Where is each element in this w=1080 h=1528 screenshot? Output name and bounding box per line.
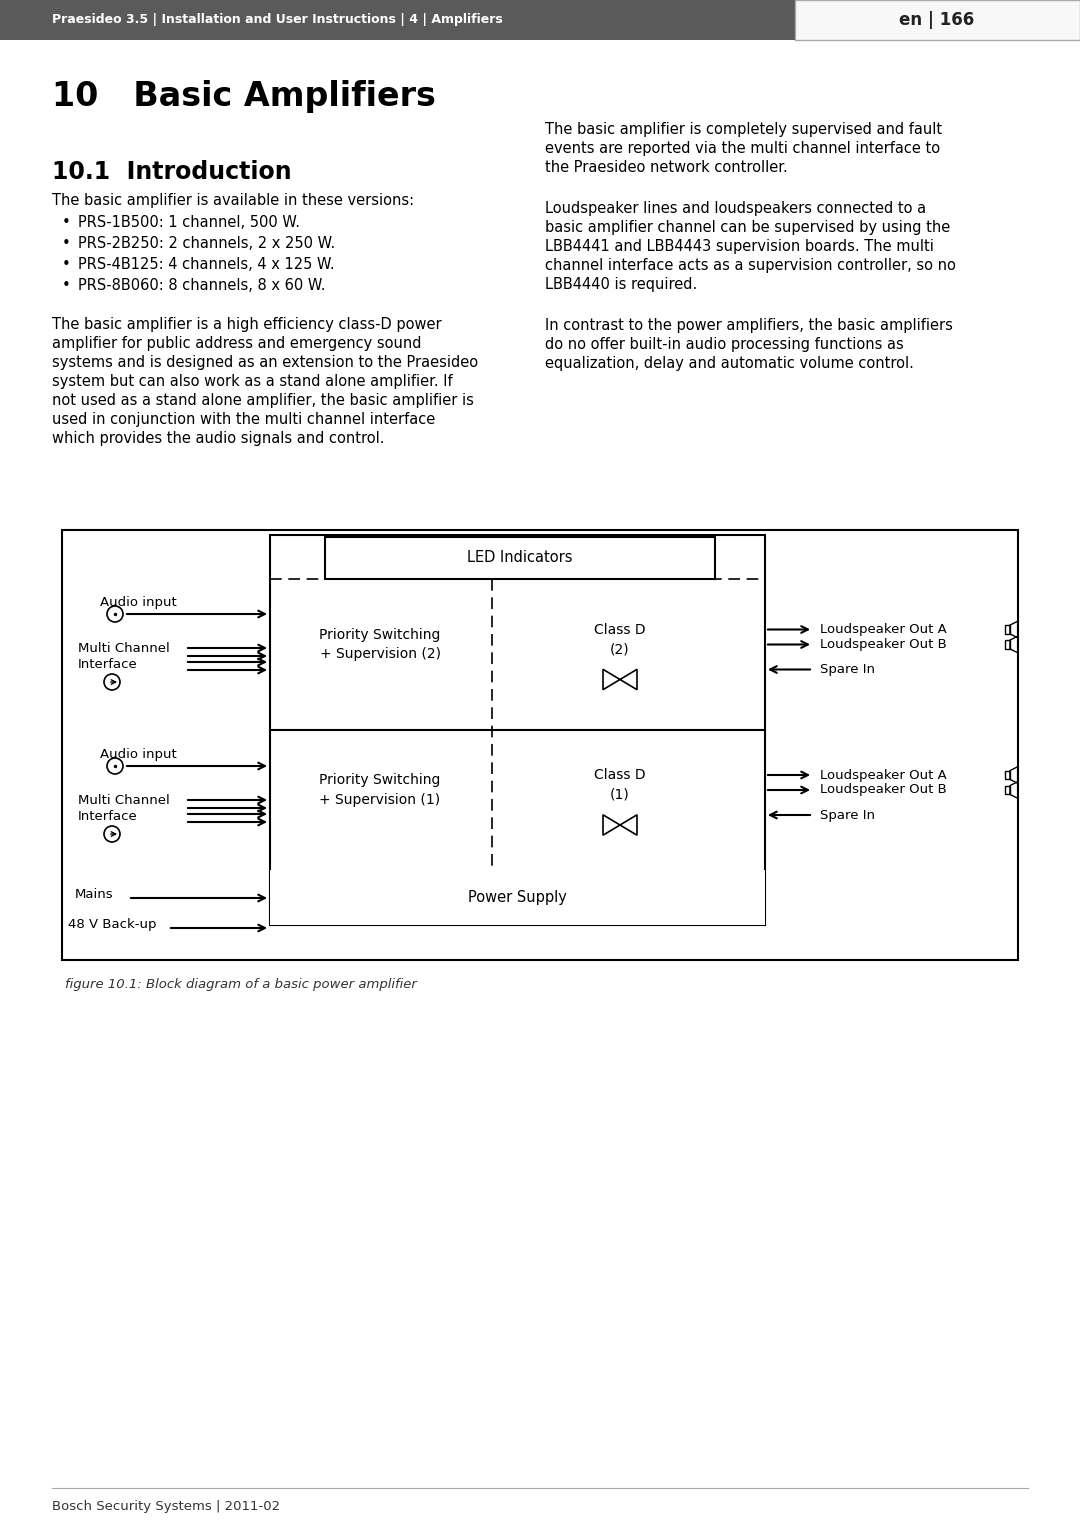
- Text: LBB4440 is required.: LBB4440 is required.: [545, 277, 698, 292]
- Text: amplifier for public address and emergency sound: amplifier for public address and emergen…: [52, 336, 421, 351]
- Text: figure 10.1: Block diagram of a basic power amplifier: figure 10.1: Block diagram of a basic po…: [65, 978, 417, 992]
- Text: do no offer built-in audio processing functions as: do no offer built-in audio processing fu…: [545, 338, 904, 351]
- Text: •: •: [62, 215, 71, 231]
- Text: 10.1  Introduction: 10.1 Introduction: [52, 160, 292, 183]
- Bar: [1005, 640, 1010, 649]
- Text: Priority Switching
+ Supervision (1): Priority Switching + Supervision (1): [320, 773, 441, 807]
- Text: Power Supply: Power Supply: [468, 889, 567, 905]
- Text: systems and is designed as an extension to the Praesideo: systems and is designed as an extension …: [52, 354, 478, 370]
- Text: PRS-2B250: 2 channels, 2 x 250 W.: PRS-2B250: 2 channels, 2 x 250 W.: [78, 235, 335, 251]
- Text: which provides the audio signals and control.: which provides the audio signals and con…: [52, 431, 384, 446]
- Text: system but can also work as a stand alone amplifier. If: system but can also work as a stand alon…: [52, 374, 453, 390]
- Text: •: •: [62, 257, 71, 272]
- Text: Priority Switching
+ Supervision (2): Priority Switching + Supervision (2): [320, 628, 441, 662]
- Text: LED Indicators: LED Indicators: [468, 550, 572, 565]
- Text: 48 V Back-up: 48 V Back-up: [68, 918, 157, 931]
- Text: the Praesideo network controller.: the Praesideo network controller.: [545, 160, 787, 176]
- Text: PRS-1B500: 1 channel, 500 W.: PRS-1B500: 1 channel, 500 W.: [78, 215, 300, 231]
- Text: not used as a stand alone amplifier, the basic amplifier is: not used as a stand alone amplifier, the…: [52, 393, 474, 408]
- Bar: [1005, 785, 1010, 795]
- Text: In contrast to the power amplifiers, the basic amplifiers: In contrast to the power amplifiers, the…: [545, 318, 953, 333]
- Text: used in conjunction with the multi channel interface: used in conjunction with the multi chann…: [52, 413, 435, 426]
- Text: Loudspeaker Out A: Loudspeaker Out A: [820, 623, 947, 636]
- Text: 10   Basic Amplifiers: 10 Basic Amplifiers: [52, 79, 436, 113]
- Text: Praesideo 3.5 | Installation and User Instructions | 4 | Amplifiers: Praesideo 3.5 | Installation and User In…: [52, 14, 503, 26]
- Text: Loudspeaker lines and loudspeakers connected to a: Loudspeaker lines and loudspeakers conne…: [545, 202, 927, 215]
- Text: Class D
(2): Class D (2): [594, 623, 646, 656]
- Text: Interface: Interface: [78, 659, 138, 671]
- Text: The basic amplifier is completely supervised and fault: The basic amplifier is completely superv…: [545, 122, 942, 138]
- Text: PRS-8B060: 8 channels, 8 x 60 W.: PRS-8B060: 8 channels, 8 x 60 W.: [78, 278, 325, 293]
- Bar: [0, 0, 795, 40]
- Bar: [1005, 770, 1010, 779]
- Text: The basic amplifier is available in these versions:: The basic amplifier is available in thes…: [52, 193, 414, 208]
- Text: Multi Channel: Multi Channel: [78, 642, 170, 656]
- Text: channel interface acts as a supervision controller, so no: channel interface acts as a supervision …: [545, 258, 956, 274]
- Text: Class D
(1): Class D (1): [594, 769, 646, 802]
- Bar: [270, 535, 765, 924]
- Bar: [325, 536, 715, 579]
- Text: equalization, delay and automatic volume control.: equalization, delay and automatic volume…: [545, 356, 914, 371]
- Bar: [795, 0, 1080, 40]
- Text: Bosch Security Systems | 2011-02: Bosch Security Systems | 2011-02: [52, 1500, 280, 1513]
- Text: Audio input: Audio input: [100, 749, 177, 761]
- Text: events are reported via the multi channel interface to: events are reported via the multi channe…: [545, 141, 940, 156]
- Bar: [270, 869, 765, 924]
- Text: The basic amplifier is a high efficiency class-D power: The basic amplifier is a high efficiency…: [52, 316, 442, 332]
- Bar: [1005, 625, 1010, 634]
- Text: en | 166: en | 166: [900, 11, 974, 29]
- Text: •: •: [62, 235, 71, 251]
- Text: Loudspeaker Out B: Loudspeaker Out B: [820, 639, 947, 651]
- Text: Mains: Mains: [75, 888, 113, 902]
- Bar: [62, 530, 1018, 960]
- Text: Loudspeaker Out B: Loudspeaker Out B: [820, 784, 947, 796]
- Text: Spare In: Spare In: [820, 663, 875, 675]
- Text: •: •: [62, 278, 71, 293]
- Text: LBB4441 and LBB4443 supervision boards. The multi: LBB4441 and LBB4443 supervision boards. …: [545, 238, 934, 254]
- Text: basic amplifier channel can be supervised by using the: basic amplifier channel can be supervise…: [545, 220, 950, 235]
- Text: Interface: Interface: [78, 810, 138, 824]
- Text: PRS-4B125: 4 channels, 4 x 125 W.: PRS-4B125: 4 channels, 4 x 125 W.: [78, 257, 335, 272]
- Text: Multi Channel: Multi Channel: [78, 795, 170, 807]
- Text: Spare In: Spare In: [820, 808, 875, 822]
- Text: Audio input: Audio input: [100, 596, 177, 610]
- Text: Loudspeaker Out A: Loudspeaker Out A: [820, 769, 947, 781]
